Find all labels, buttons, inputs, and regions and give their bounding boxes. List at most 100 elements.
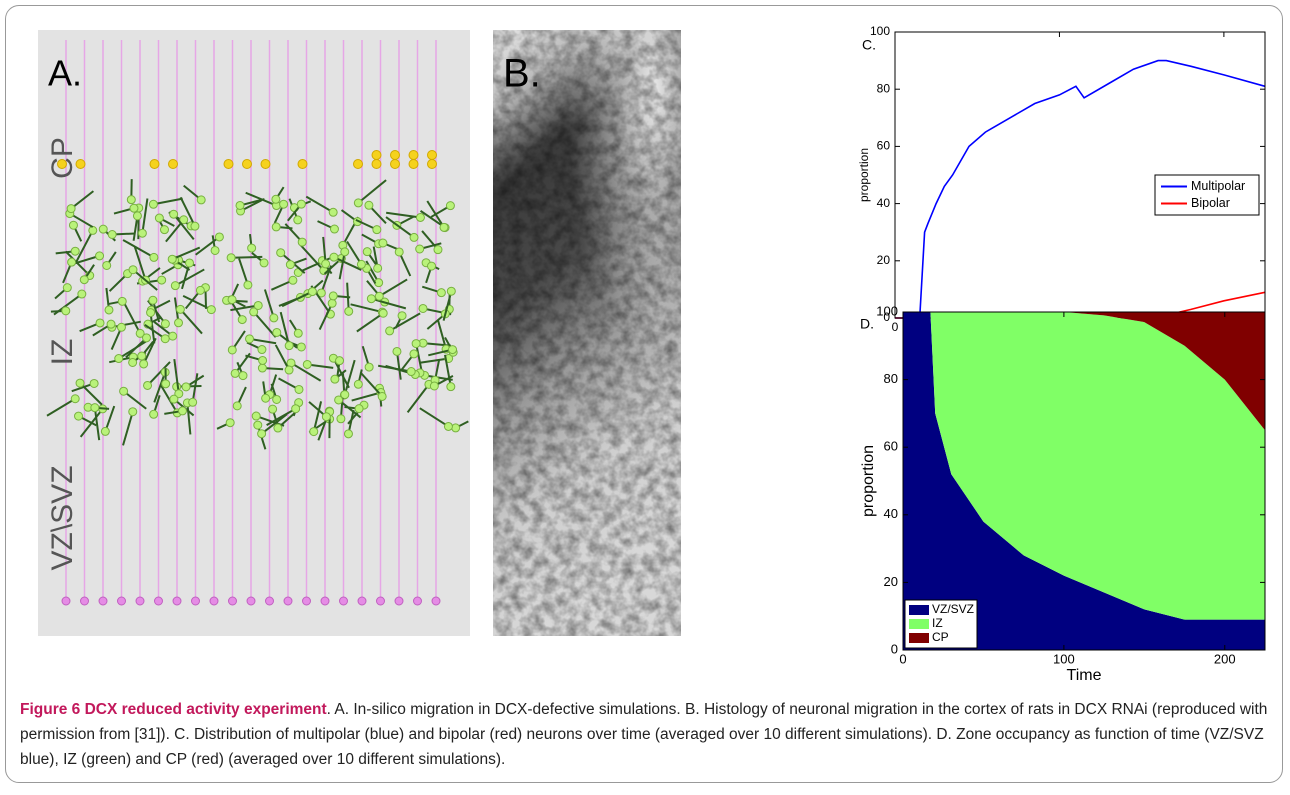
neurite — [343, 359, 356, 395]
neurite — [419, 357, 449, 364]
neuron — [415, 212, 425, 222]
chart: C.0204060801000100200TimeproportionMulti… — [857, 24, 1266, 346]
neuron — [159, 225, 169, 235]
neurite — [171, 246, 201, 261]
neurite — [338, 399, 362, 419]
neurite — [318, 302, 334, 330]
neuron — [353, 379, 363, 389]
neuron — [259, 258, 269, 268]
neuron — [143, 380, 153, 390]
neuron — [356, 259, 366, 269]
neuron — [336, 414, 346, 424]
neurite — [322, 236, 327, 264]
y-tick-label: 40 — [884, 506, 898, 521]
neuron — [429, 381, 439, 391]
neuron — [309, 427, 319, 437]
y-tick-label: 60 — [877, 139, 891, 153]
neurite — [186, 402, 192, 435]
neuron — [353, 198, 363, 208]
neuron — [335, 356, 345, 366]
neurite — [357, 179, 387, 204]
y-axis-label: proportion — [857, 148, 871, 202]
neuron — [257, 363, 267, 373]
neuron — [261, 393, 271, 403]
neurite — [298, 243, 325, 272]
neuron — [364, 200, 374, 210]
neuron — [415, 244, 425, 254]
neuron — [230, 368, 240, 378]
neuron — [411, 339, 421, 349]
neuron — [128, 357, 138, 367]
neuron — [128, 265, 138, 275]
neuron — [446, 286, 456, 296]
neurite — [305, 195, 334, 214]
neuron — [397, 311, 407, 321]
caption: Figure 6 DCX reduced activity experiment… — [20, 697, 1275, 772]
neuron — [334, 395, 344, 405]
neuron — [329, 224, 339, 234]
plot-area — [903, 312, 1265, 650]
neurite — [260, 413, 288, 435]
neuron — [433, 245, 443, 255]
figure: A. CP IZ VZ\SVZ B. C.0204060801000100200… — [38, 24, 1266, 684]
neuron — [90, 403, 100, 413]
plate-cell — [353, 159, 363, 169]
neurite — [281, 290, 313, 308]
neuron — [161, 379, 171, 389]
neurite — [179, 308, 203, 335]
neurite — [437, 320, 448, 350]
neurite — [122, 411, 134, 446]
ventricle-cell — [61, 596, 71, 606]
y-tick-label: 0 — [891, 641, 898, 656]
legend-label: Bipolar — [1191, 196, 1230, 210]
neuron — [148, 295, 158, 305]
neurite — [386, 211, 421, 219]
neuron — [257, 429, 267, 439]
neurite — [173, 358, 180, 394]
neurite — [377, 364, 412, 373]
neuron — [68, 220, 78, 230]
area-band — [903, 312, 1265, 650]
ventricle-cell — [394, 596, 404, 606]
ventricle-cell — [413, 596, 422, 606]
neuron — [139, 359, 149, 369]
neuron — [247, 243, 257, 253]
neuron — [128, 407, 138, 417]
neuron — [328, 207, 338, 217]
neuron — [168, 331, 178, 341]
neuron — [126, 195, 136, 205]
caption-text: . A. In-silico migration in DCX-defectiv… — [20, 701, 1268, 768]
y-tick-label: 80 — [884, 371, 898, 386]
neuron — [439, 222, 449, 232]
neuron — [61, 306, 71, 316]
ventricle-cell — [172, 596, 182, 606]
panel-a-background — [38, 30, 470, 636]
ventricle-cell — [209, 596, 219, 606]
y-tick-label: 20 — [884, 574, 898, 589]
neurite — [338, 251, 346, 280]
neuron — [406, 367, 416, 377]
ventricle-cell — [283, 596, 293, 606]
neuron — [70, 246, 80, 256]
neuron — [329, 252, 339, 262]
neuron — [195, 285, 205, 295]
neuron — [392, 346, 402, 356]
zone-label: IZ — [46, 339, 79, 366]
x-axis-label: Time — [1067, 667, 1102, 684]
neuron — [343, 429, 353, 439]
neuron — [249, 307, 259, 317]
neurite — [442, 290, 453, 321]
neurite — [426, 200, 445, 228]
legend-label: VZ/SVZ — [932, 602, 974, 616]
y-tick-label: 60 — [884, 439, 898, 454]
neuron — [95, 251, 105, 261]
neuron — [177, 406, 187, 416]
neuron — [149, 409, 159, 419]
neuron — [307, 287, 317, 297]
neurite — [346, 282, 350, 312]
neurite — [179, 196, 196, 227]
neurite — [279, 311, 291, 346]
neuron — [102, 260, 112, 270]
